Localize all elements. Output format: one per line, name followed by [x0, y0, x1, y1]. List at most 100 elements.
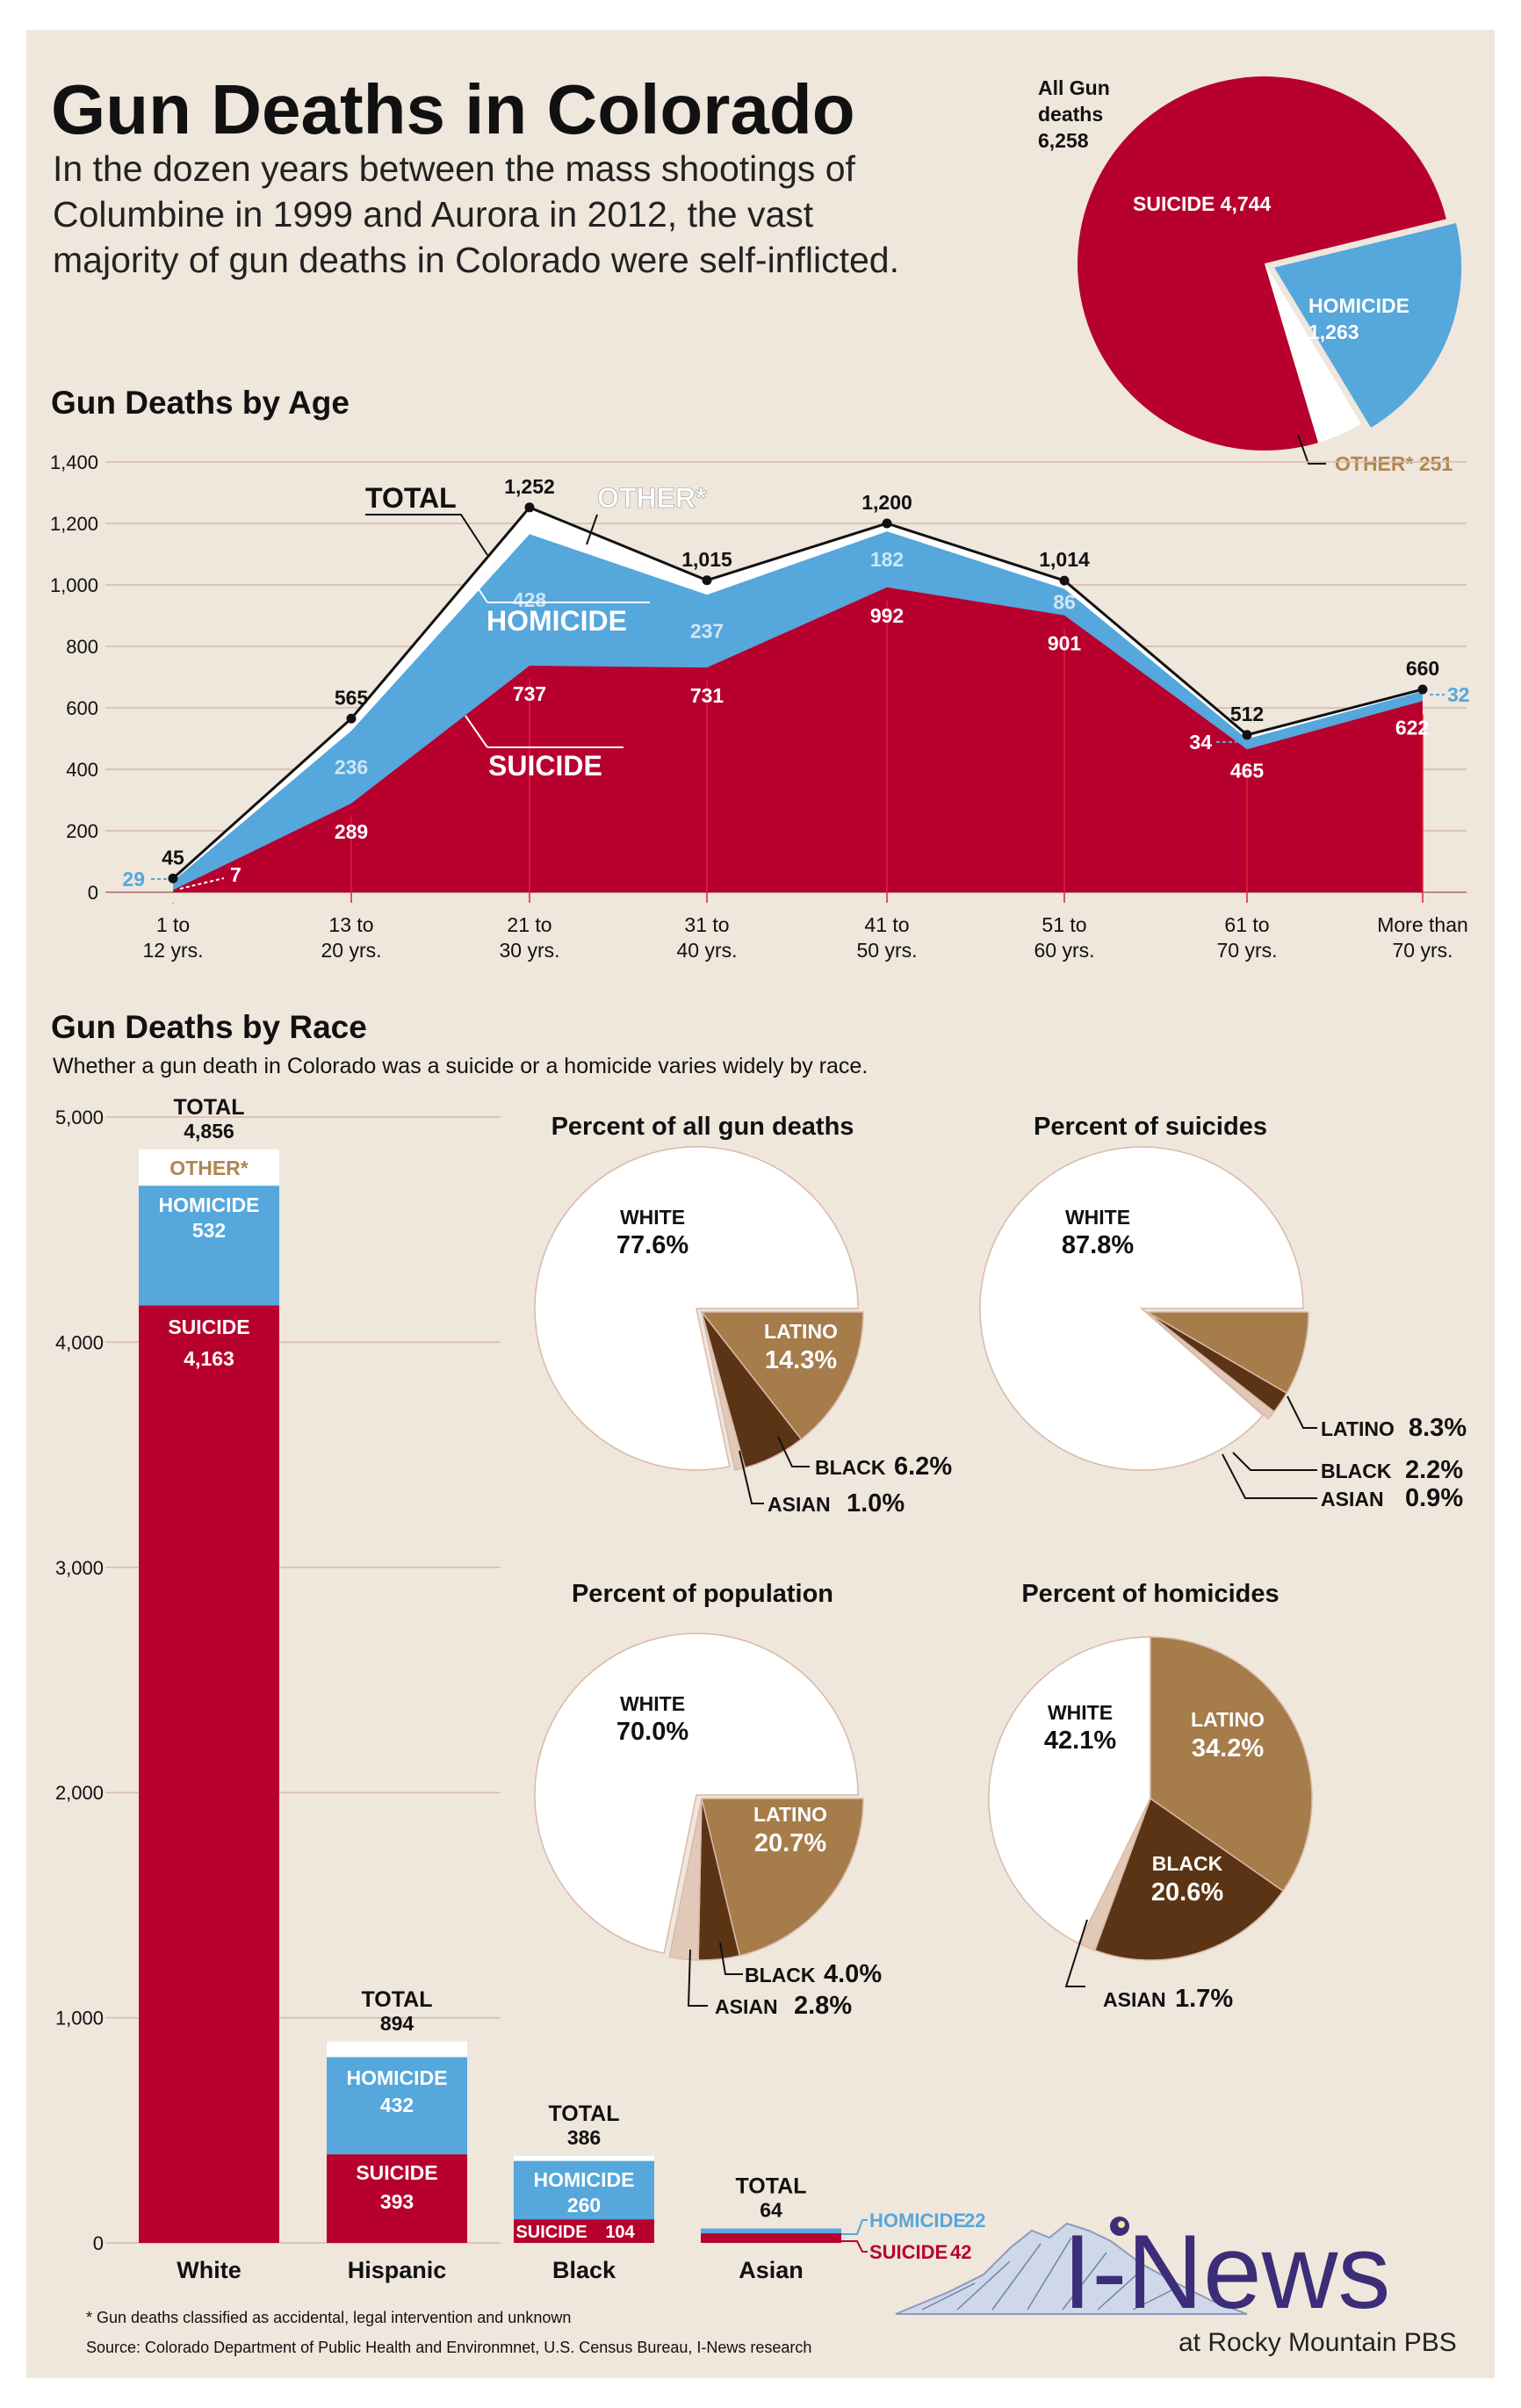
race-total-word: TOTAL: [361, 1987, 432, 2012]
inews-logo: I-News at Rocky Mountain PBS: [895, 2213, 1457, 2357]
race-category-label: Asian: [739, 2257, 804, 2283]
race-category-label: White: [177, 2257, 241, 2283]
age-ytick-label: 800: [66, 636, 98, 658]
race-pie-latino-slice: [701, 1798, 864, 1957]
race-pie-asian-name: ASIAN: [715, 1995, 778, 2018]
age-legend-suicide-leader: [465, 715, 488, 748]
race-pie-black-name: BLACK: [745, 1964, 816, 1986]
race-homicide-word: HOMICIDE: [159, 1193, 260, 1216]
race-pie-asian-name: ASIAN: [1103, 1988, 1166, 2011]
race-other-label: OTHER*: [169, 1157, 249, 1179]
race-pie-latino-leader: [1287, 1395, 1317, 1429]
race-pie-asian-leader: [739, 1450, 764, 1504]
race-pie-latino-slice: [1144, 1311, 1309, 1395]
age-xtick-label-line-1: 21 to: [507, 913, 551, 936]
age-ytick-label: 1,200: [50, 513, 98, 535]
race-ytick-label: 0: [93, 2232, 104, 2254]
age-total-point: [882, 518, 892, 529]
age-homicide-value: 32: [1447, 683, 1470, 706]
race-pie-black-pct: 20.6%: [1151, 1878, 1223, 1907]
all-deaths-label-line-3: 6,258: [1038, 129, 1089, 152]
age-total-label: 45: [162, 846, 184, 869]
race-pie-white-slice: [979, 1146, 1304, 1471]
age-legend-suicide: SUICIDE: [488, 750, 602, 782]
race-pie-latino-name: LATINO: [1321, 1417, 1395, 1440]
race-suicide-value: 393: [380, 2190, 414, 2213]
race-pie-black-pct: 2.2%: [1405, 1456, 1463, 1484]
race-pie-asian-slice: [1146, 1311, 1275, 1420]
top-pie-suicide-slice: [1078, 76, 1446, 451]
age-xtick-label-line-2: 50 yrs.: [856, 939, 917, 962]
page-subtitle-line-1: In the dozen years between the mass shoo…: [53, 148, 856, 189]
race-ytick-label: 3,000: [55, 1557, 104, 1579]
race-total-value: 386: [567, 2126, 601, 2149]
age-xtick-label-line-1: 41 to: [864, 913, 909, 936]
race-suicide-word: SUICIDE: [168, 1316, 249, 1338]
age-legend-other-leader: [586, 514, 598, 545]
race-pie-asian-name: ASIAN: [1321, 1488, 1384, 1510]
race-total-word: TOTAL: [548, 2102, 619, 2126]
age-chart-title: Gun Deaths by Age: [51, 385, 350, 421]
top-pie-homicide-label: HOMICIDE: [1308, 294, 1409, 317]
age-total-point: [1059, 575, 1070, 586]
age-total-label: 565: [335, 686, 369, 709]
page-subtitle-line-3: majority of gun deaths in Colorado were …: [53, 240, 899, 280]
race-bar-suicide-segment: [139, 1305, 279, 2243]
age-total-label: 512: [1230, 703, 1264, 725]
mountain-sketch: [895, 2222, 1248, 2315]
age-legend-homicide: HOMICIDE: [487, 605, 627, 637]
age-xtick-label-line-2: 40 yrs.: [676, 939, 737, 962]
age-suicide-value: 731: [690, 684, 724, 707]
race-pie-asian-pct: 2.8%: [794, 1992, 852, 2020]
age-ytick-label: 1,000: [50, 574, 98, 596]
race-pie-latino-pct: 34.2%: [1192, 1734, 1264, 1763]
race-pie-title: Percent of homicides: [1021, 1580, 1279, 1608]
race-category-label: Hispanic: [348, 2257, 447, 2283]
race-pie-latino-name: LATINO: [753, 1803, 827, 1826]
age-homicide-value: 86: [1053, 591, 1076, 614]
race-homicide-value: 432: [380, 2094, 414, 2116]
race-pie-latino-slice: [700, 1311, 864, 1440]
race-pie-white-name: WHITE: [1048, 1701, 1113, 1724]
race-chart-title: Gun Deaths by Race: [51, 1009, 367, 1045]
race-pie-title: Percent of population: [572, 1580, 833, 1608]
race-pie-asian-pct: 1.0%: [847, 1489, 905, 1518]
age-xtick-label-line-1: 51 to: [1042, 913, 1086, 936]
race-total-word: TOTAL: [173, 1095, 244, 1120]
race-chart-subtitle: Whether a gun death in Colorado was a su…: [53, 1054, 868, 1078]
race-pie-asian-leader: [687, 1949, 708, 2007]
age-suicide-value: 289: [335, 820, 368, 843]
age-xtick-label-line-1: 31 to: [684, 913, 729, 936]
race-pie-latino-name: LATINO: [764, 1320, 838, 1343]
age-ytick-label: 600: [66, 697, 98, 719]
race-pie-charts: Percent of all gun deathsWHITE77.6%Perce…: [534, 1113, 1467, 2020]
race-ytick-label: 5,000: [55, 1107, 104, 1128]
top-pie-homicide-slice: [1274, 223, 1462, 428]
race-category-label: Black: [552, 2257, 616, 2283]
age-total-point: [1242, 730, 1252, 740]
age-xtick-label-line-2: 70 yrs.: [1392, 939, 1453, 962]
race-suicide-word: SUICIDE: [356, 2161, 437, 2184]
age-homicide-value: 237: [690, 620, 724, 643]
top-pie-homicide-value: 1,263: [1308, 321, 1359, 343]
race-pie-asian-slice: [701, 1311, 746, 1471]
race-bar-suicide-segment: [327, 2154, 467, 2243]
race-pie-black-leader: [719, 1942, 743, 1975]
top-pie-other-leader: [1297, 434, 1326, 465]
page-subtitle-line-2: Columbine in 1999 and Aurora in 2012, th…: [53, 194, 814, 234]
age-suicide-callout-line: [179, 877, 225, 890]
age-homicide-value: 236: [335, 756, 368, 779]
top-pie-suicide-label: SUICIDE 4,744: [1133, 192, 1271, 215]
race-pie-asian-name: ASIAN: [768, 1493, 831, 1516]
race-suicide-callout-line: [841, 2240, 868, 2253]
source-note: Source: Colorado Department of Public He…: [86, 2339, 811, 2356]
age-suicide-value: 465: [1230, 759, 1265, 782]
race-suicide-word: SUICIDE: [869, 2241, 948, 2263]
age-homicide-value: 29: [122, 868, 145, 890]
age-xtick-label-line-1: 13 to: [328, 913, 373, 936]
age-xtick-label-line-1: 61 to: [1224, 913, 1269, 936]
race-pie-white-pct: 77.6%: [616, 1231, 688, 1259]
race-homicide-value: 260: [567, 2194, 601, 2217]
age-suicide-value: 7: [230, 863, 241, 886]
